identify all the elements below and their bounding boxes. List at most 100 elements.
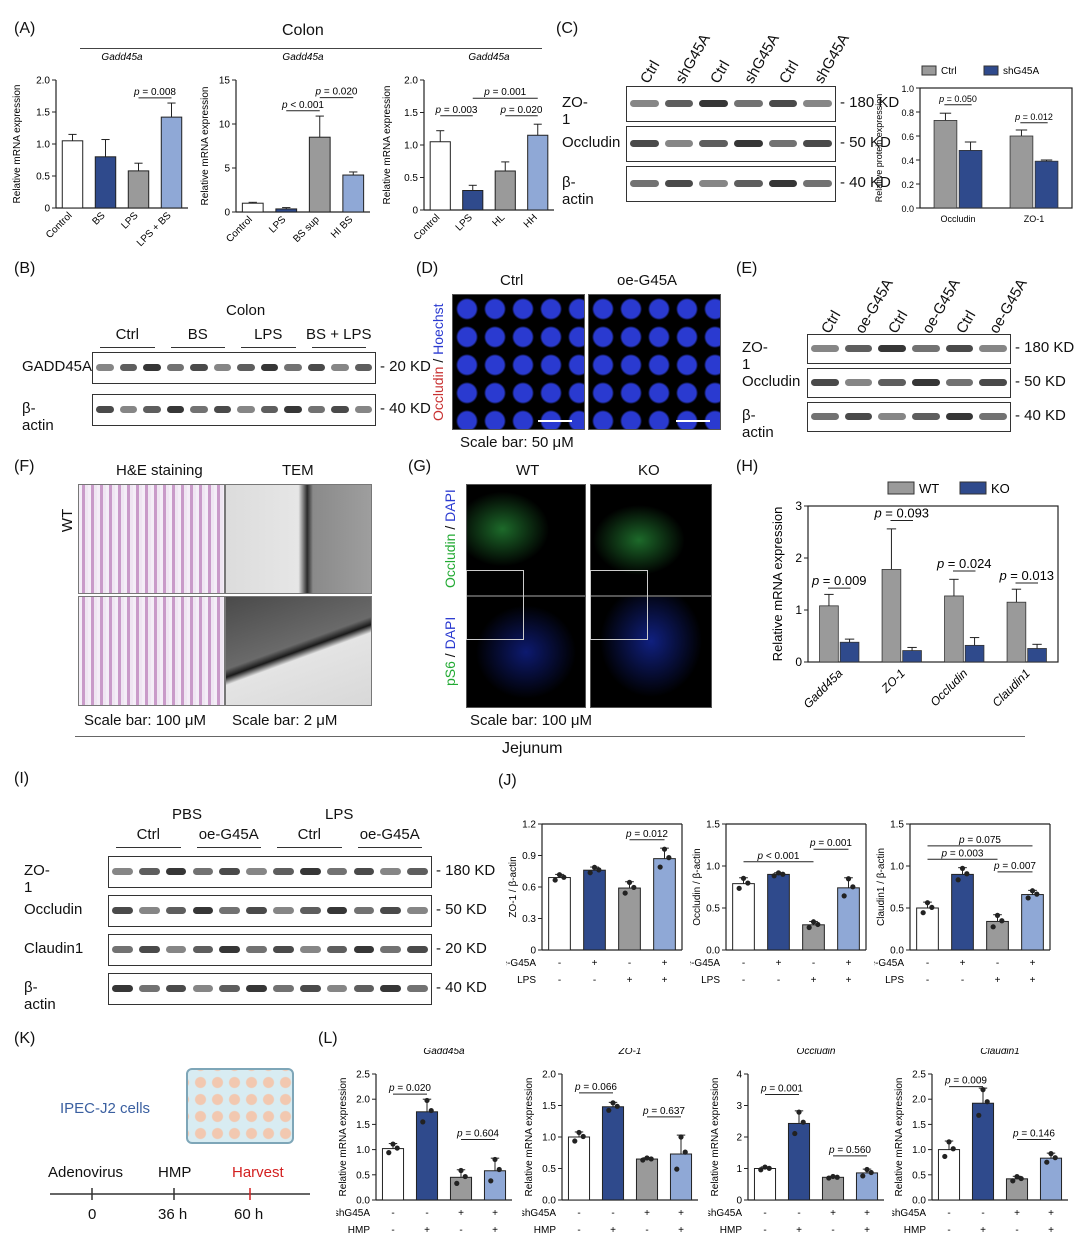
condition-sign: + xyxy=(846,958,852,969)
chart-title: Claudin1 xyxy=(980,1048,1019,1057)
protein-band xyxy=(326,985,348,992)
condition-sign: + xyxy=(995,975,1001,986)
data-point xyxy=(810,919,817,925)
size-marker: - 180 KD xyxy=(1015,339,1075,356)
panel-label-h: (H) xyxy=(736,458,759,475)
protein-band xyxy=(353,868,375,875)
p-value-label: p = 0.020 xyxy=(500,105,543,116)
protein-band xyxy=(803,180,832,187)
lane-underline xyxy=(116,847,181,848)
chart-l4-claudin1: Claudin1 Relative mRNA expression 0.0 0.5 1.… xyxy=(892,1048,1068,1236)
bar xyxy=(462,190,484,211)
data-point xyxy=(924,900,931,906)
condition-sign: + xyxy=(796,1225,802,1236)
data-point xyxy=(648,1156,654,1162)
f-he-wt xyxy=(78,484,225,594)
protein-band xyxy=(407,868,428,875)
x-tick-label: Control xyxy=(44,210,75,241)
protein-band xyxy=(138,907,160,914)
d-ylabel-occludin: Occludin xyxy=(430,366,446,421)
data-point xyxy=(740,875,747,881)
lane-label: BS xyxy=(187,326,208,343)
data-point xyxy=(999,918,1005,924)
data-point xyxy=(834,1174,840,1180)
condition-label: LPS xyxy=(885,975,904,986)
bar xyxy=(958,150,983,209)
protein-band xyxy=(844,345,873,352)
data-point xyxy=(462,1173,468,1180)
bar xyxy=(429,141,451,211)
condition-sign: - xyxy=(1015,1225,1018,1236)
p-value-label: p = 0.008 xyxy=(133,87,176,98)
data-point xyxy=(826,1175,832,1181)
legend-swatch xyxy=(983,65,999,76)
protein-band xyxy=(192,985,214,992)
data-point xyxy=(640,1157,646,1163)
condition-sign: - xyxy=(558,975,561,986)
y-tick-label: 2 xyxy=(795,551,802,565)
condition-sign: - xyxy=(645,1225,648,1236)
y-axis-label: ZO-1 / β-actin xyxy=(508,856,519,917)
protein-band xyxy=(260,406,278,413)
data-point xyxy=(610,1100,616,1106)
x-tick-label: LPS xyxy=(267,214,288,235)
panel-label-k: (K) xyxy=(14,1030,36,1047)
protein-band xyxy=(811,413,839,420)
data-point xyxy=(1052,1155,1058,1161)
data-point xyxy=(496,1166,502,1173)
chart-title: Gadd45a xyxy=(282,52,324,63)
g-ylabel-bottom: pS6 / DAPI xyxy=(442,596,458,706)
p-value-label: p = 0.001 xyxy=(760,1083,803,1094)
data-point xyxy=(771,873,777,879)
size-marker: - 20 KD xyxy=(380,358,431,375)
p-value-label: p = 0.146 xyxy=(1012,1129,1055,1140)
condition-sign: + xyxy=(678,1208,684,1219)
condition-label: oe-G45A xyxy=(506,958,536,969)
f-scale-tem: Scale bar: 2 μM xyxy=(232,712,338,729)
y-tick-label: 1.5 xyxy=(912,1120,926,1131)
y-tick-label: 0.0 xyxy=(890,946,904,957)
protein-band xyxy=(811,379,839,386)
y-tick-label: 0.0 xyxy=(706,946,720,957)
p-value-label: p = 0.020 xyxy=(388,1083,431,1094)
data-point xyxy=(661,846,668,852)
p-value-label: p = 0.001 xyxy=(809,838,852,849)
data-point xyxy=(386,1150,392,1156)
f-scale-he: Scale bar: 100 μM xyxy=(84,712,207,729)
blot-strip xyxy=(92,394,376,426)
protein-band xyxy=(380,985,402,992)
protein-band xyxy=(112,985,133,992)
size-marker: - 50 KD xyxy=(1015,373,1066,390)
protein-band xyxy=(119,364,137,371)
data-point xyxy=(830,1173,836,1180)
bar xyxy=(449,1176,473,1201)
protein-band xyxy=(803,140,832,147)
condition-sign: - xyxy=(391,1225,394,1236)
blot-strip xyxy=(92,352,376,384)
condition-sign: + xyxy=(492,1225,498,1236)
p-value-label: p = 0.604 xyxy=(456,1129,499,1140)
y-tick-label: 0.5 xyxy=(404,173,418,184)
protein-band xyxy=(353,907,375,914)
y-axis-label: Relative mRNA expression xyxy=(338,1078,349,1197)
lane-label: Ctrl xyxy=(706,57,734,87)
y-tick-label: 0.5 xyxy=(356,1170,370,1181)
p-value-label: p = 0.009 xyxy=(811,573,867,588)
y-axis-label: Relative mRNA expression xyxy=(382,86,393,205)
data-point xyxy=(929,904,935,911)
y-axis-label: Relative mRNA expression xyxy=(710,1078,721,1197)
bar xyxy=(944,595,964,663)
condition-sign: + xyxy=(864,1208,870,1219)
protein-band xyxy=(192,868,214,875)
blot-strip xyxy=(108,856,432,888)
condition-sign: + xyxy=(1014,1208,1020,1219)
y-tick-label: 1 xyxy=(795,603,802,617)
data-point xyxy=(806,924,812,931)
condition-sign: - xyxy=(593,975,596,986)
condition-label: shG45A xyxy=(522,1208,556,1219)
lane-label: oe-G45A xyxy=(198,826,259,843)
data-point xyxy=(561,874,567,880)
x-tick-label: BS xyxy=(90,210,107,227)
protein-band xyxy=(190,406,208,413)
chart-h-mrna: Relative mRNA expression 0 1 2 3 Gadd45a ZO-1 O… xyxy=(770,481,1059,711)
